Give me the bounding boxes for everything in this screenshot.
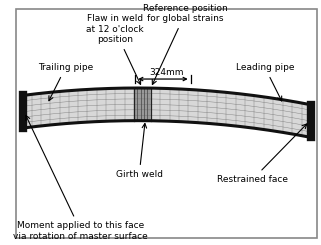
Text: Girth weld: Girth weld: [116, 123, 163, 179]
Text: Leading pipe: Leading pipe: [236, 63, 294, 101]
Text: Flaw in weld
at 12 o'clock
position: Flaw in weld at 12 o'clock position: [86, 14, 143, 84]
Text: Moment applied to this face
via rotation of master surface: Moment applied to this face via rotation…: [13, 115, 148, 241]
Text: Trailing pipe: Trailing pipe: [38, 63, 93, 101]
Polygon shape: [134, 88, 151, 121]
Polygon shape: [22, 88, 311, 137]
Text: 324mm: 324mm: [149, 68, 183, 77]
Text: Restrained face: Restrained face: [217, 124, 307, 184]
Text: Reference position
for global strains: Reference position for global strains: [143, 4, 228, 85]
